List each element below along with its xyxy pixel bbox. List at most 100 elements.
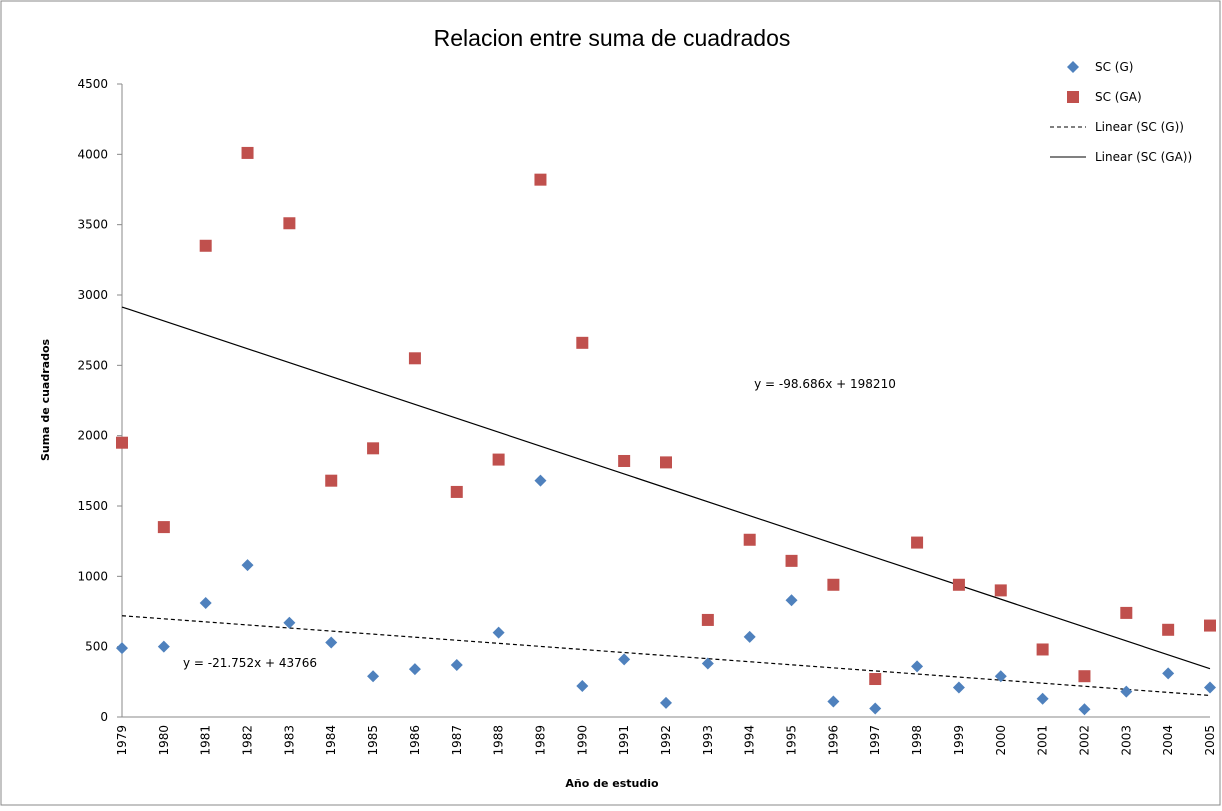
square-marker	[911, 536, 924, 549]
diamond-marker	[911, 660, 924, 673]
y-tick-label: 0	[100, 710, 108, 724]
y-tick-label: 4500	[77, 77, 108, 91]
x-tick-label: 1982	[241, 725, 255, 756]
square-marker	[1120, 606, 1133, 619]
square-marker	[157, 521, 170, 534]
square-marker	[283, 217, 296, 230]
diamond-marker	[1036, 692, 1049, 705]
x-tick-label: 1988	[492, 725, 506, 756]
diamond-marker	[1162, 667, 1175, 680]
diamond-marker	[660, 696, 672, 709]
trendline-equation: y = -21.752x + 43766	[183, 656, 317, 670]
diamond-marker	[743, 630, 756, 643]
square-marker	[1036, 643, 1049, 656]
square-marker	[534, 173, 547, 186]
diamond-marker	[994, 670, 1007, 683]
square-marker	[618, 454, 631, 467]
diamond-marker	[701, 657, 714, 670]
square-marker	[450, 485, 463, 498]
diamond-marker	[1204, 681, 1216, 694]
x-tick-label: 2000	[994, 725, 1008, 756]
diamond-marker	[283, 616, 296, 629]
x-tick-label: 1986	[408, 725, 422, 756]
square-marker	[827, 578, 840, 591]
diamond-marker	[576, 680, 589, 693]
y-tick-label: 3500	[77, 218, 108, 232]
square-marker	[660, 456, 672, 469]
square-marker	[1204, 619, 1216, 632]
y-tick-label: 2500	[77, 358, 108, 372]
x-tick-label: 1992	[659, 725, 673, 756]
y-tick-label: 2000	[77, 429, 108, 443]
diamond-marker	[116, 642, 128, 655]
square-marker	[116, 436, 128, 449]
diamond-marker	[1120, 685, 1133, 698]
diamond-marker	[450, 658, 463, 671]
diamond-marker	[492, 626, 505, 639]
x-tick-label: 1996	[826, 725, 840, 756]
x-tick-label: 1989	[533, 725, 547, 756]
diamond-marker	[785, 594, 798, 607]
diamond-marker	[1067, 61, 1079, 73]
diamond-marker	[408, 663, 421, 676]
square-marker	[1067, 91, 1079, 103]
square-marker	[743, 533, 756, 546]
diamond-marker	[367, 670, 380, 683]
square-marker	[1162, 623, 1175, 636]
legend-label: Linear (SC (G))	[1095, 120, 1184, 134]
diamond-marker	[157, 640, 170, 653]
x-tick-label: 1993	[701, 725, 715, 756]
square-marker	[869, 673, 882, 686]
trendline-equation: y = -98.686x + 198210	[754, 377, 896, 391]
x-tick-label: 1981	[199, 725, 213, 756]
x-tick-label: 1985	[366, 725, 380, 756]
x-tick-label: 1984	[324, 725, 338, 756]
diamond-marker	[952, 681, 965, 694]
diamond-marker	[325, 636, 338, 649]
y-tick-label: 4000	[77, 147, 108, 161]
x-tick-label: 1987	[450, 725, 464, 756]
x-tick-label: 2002	[1077, 725, 1091, 756]
x-tick-label: 2001	[1036, 725, 1050, 756]
x-tick-label: 1998	[910, 725, 924, 756]
chart-title: Relacion entre suma de cuadrados	[434, 25, 791, 51]
trendline	[121, 306, 1211, 670]
square-marker	[994, 584, 1007, 597]
square-marker	[952, 578, 965, 591]
x-tick-label: 2004	[1161, 725, 1175, 756]
x-tick-label: 2005	[1203, 725, 1217, 756]
diamond-marker	[618, 653, 631, 666]
x-tick-label: 1995	[785, 725, 799, 756]
x-tick-label: 1994	[743, 725, 757, 756]
square-marker	[492, 453, 505, 466]
legend-label: Linear (SC (GA))	[1095, 150, 1192, 164]
x-tick-label: 1999	[952, 725, 966, 756]
square-marker	[701, 613, 714, 626]
x-tick-label: 1991	[617, 725, 631, 756]
legend-label: SC (G)	[1095, 60, 1133, 74]
x-tick-label: 1997	[868, 725, 882, 756]
diamond-marker	[827, 695, 840, 708]
y-tick-label: 500	[85, 640, 108, 654]
square-marker	[241, 146, 254, 159]
square-marker	[785, 554, 798, 567]
square-marker	[1078, 670, 1091, 683]
diamond-marker	[241, 559, 254, 572]
y-tick-label: 1500	[77, 499, 108, 513]
y-tick-label: 1000	[77, 569, 108, 583]
diamond-marker	[534, 474, 547, 487]
square-marker	[367, 442, 380, 455]
x-tick-label: 1983	[282, 725, 296, 756]
x-axis-label: Año de estudio	[565, 777, 659, 790]
diamond-marker	[869, 702, 882, 715]
diamond-marker	[1078, 703, 1091, 716]
y-tick-label: 3000	[77, 288, 108, 302]
x-tick-label: 1979	[115, 725, 129, 756]
y-axis-label: Suma de cuadrados	[39, 338, 52, 461]
x-tick-label: 1980	[157, 725, 171, 756]
legend-label: SC (GA)	[1095, 90, 1142, 104]
square-marker	[576, 336, 589, 349]
square-marker	[199, 239, 212, 252]
